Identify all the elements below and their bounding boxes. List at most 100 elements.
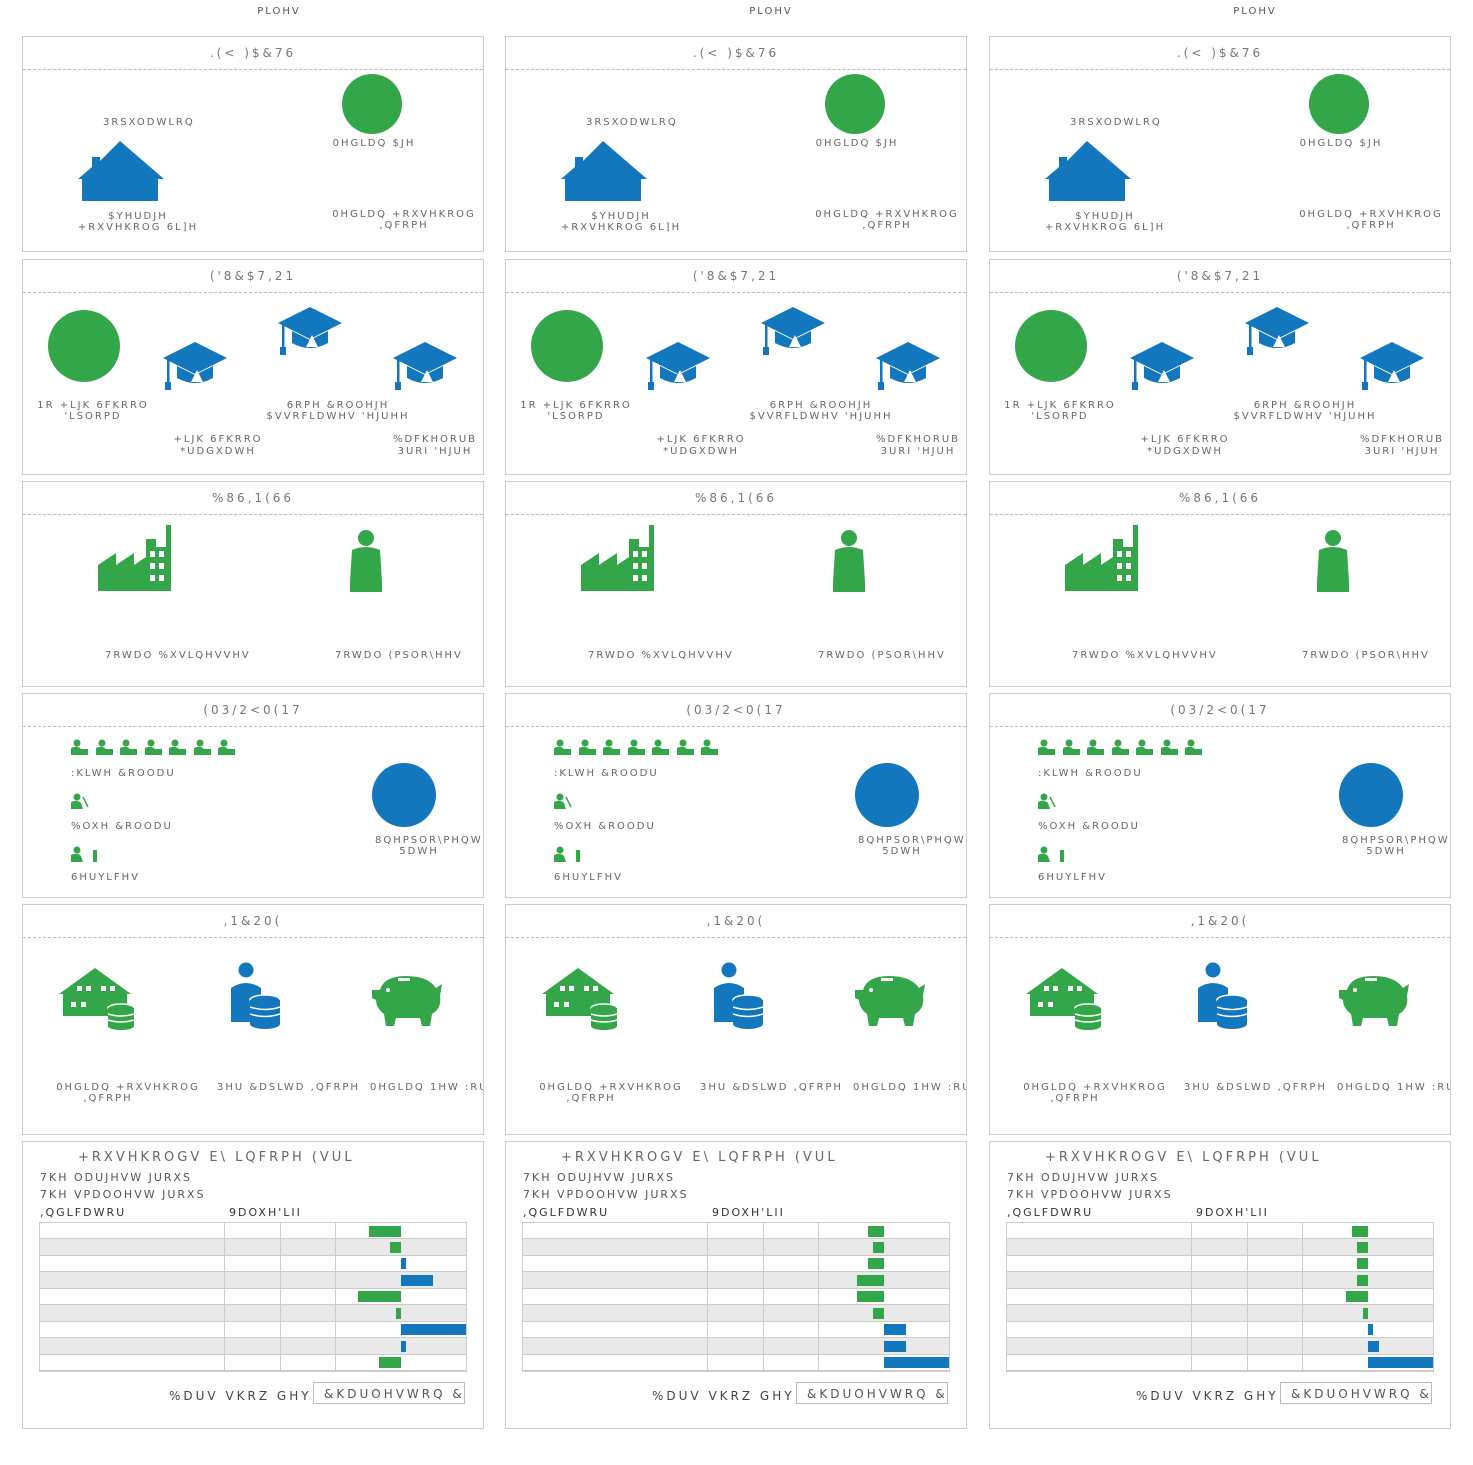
graduation-cap-icon [1360, 342, 1424, 392]
table-divider [1302, 1223, 1303, 1371]
table-row [523, 1305, 949, 1322]
graduation-cap-icon [876, 342, 940, 392]
key-facts-panel: .(< )$&76 3RSXODWLRQ 0HGLDQ $JH $YHUDJH +RXV… [989, 36, 1451, 252]
data-bar [1351, 1225, 1368, 1237]
chart-title: +RXVHKROGV E\ LQFRPH (VUL [561, 1150, 838, 1165]
column-header: PLOHV [749, 6, 793, 17]
comparison-dropdown[interactable]: &KDUOHVWRQ &R [1280, 1382, 1432, 1404]
households-by-income-panel: +RXVHKROGV E\ LQFRPH (VUL 7KH ODUJHVW JUR… [22, 1141, 484, 1429]
table-row [523, 1272, 949, 1289]
employment-panel: (03/2<0(17:KLWH &ROODU %OXH &ROODU 6HUYLFH… [989, 693, 1451, 898]
graduation-cap-icon [393, 342, 457, 392]
key-facts-panel: .(< )$&76 3RSXODWLRQ 0HGLDQ $JH $YHUDJH +RXV… [22, 36, 484, 252]
graduation-cap-icon [1245, 307, 1309, 357]
house-icon [561, 141, 647, 201]
blue-collar-worker-icon [71, 793, 89, 811]
panel-title: (03/2<0(17 [203, 703, 303, 717]
education-panel: ('8&$7,21 1R +LJK 6FKRRO 'LSORPD 6RPH &ROOH… [22, 259, 484, 475]
column-header: PLOHV [257, 6, 301, 17]
data-bar [1368, 1357, 1433, 1369]
white-collar-worker-icon [578, 739, 597, 757]
avg-household-size-label: $YHUDJH [108, 211, 168, 222]
panel-divider [23, 292, 483, 293]
panel-title: (03/2<0(17 [686, 703, 786, 717]
piggy-bank-icon [1337, 968, 1411, 1028]
business-panel: %86,1(66 7RWDO %XVLQHVVHV 7RWDO (PSOR\HHV [989, 481, 1451, 687]
panel-title: .(< )$&76 [1176, 46, 1264, 60]
table-row [1007, 1223, 1433, 1240]
table-row [1007, 1272, 1433, 1289]
avg-household-size-label: $YHUDJH [591, 211, 651, 222]
employment-panel: (03/2<0(17:KLWH &ROODU %OXH &ROODU 6HUYLFH… [505, 693, 967, 898]
house-coins-icon [1026, 968, 1102, 1030]
unemployment-label: 5DWH [399, 846, 439, 857]
comparison-dropdown[interactable]: &KDUOHVWRQ &R [796, 1382, 948, 1404]
table-row [40, 1223, 466, 1240]
data-bar [1357, 1241, 1368, 1253]
data-bar [1368, 1324, 1374, 1336]
table-row [523, 1338, 949, 1355]
person-icon [348, 530, 384, 594]
graduation-cap-icon [761, 307, 825, 357]
services-label: 6HUYLFHV [1038, 872, 1107, 883]
median-household-income-label: 0HGLDQ +RXVHKROG [1299, 209, 1443, 220]
median-age-circle-icon [1309, 74, 1369, 134]
white-collar-worker-icon [95, 739, 114, 757]
person-icon [1315, 530, 1351, 594]
table-row [523, 1223, 949, 1240]
house-icon [78, 141, 164, 201]
services-label: 6HUYLFHV [71, 872, 140, 883]
table-row [40, 1256, 466, 1273]
blue-collar-worker-icon [554, 793, 572, 811]
per-capita-income-label: 3HU &DSLWD ,QFRPH [700, 1082, 843, 1093]
data-bar [867, 1225, 884, 1237]
employment-panel: (03/2<0(17:KLWH &ROODU %OXH &ROODU 6HUYLFH… [22, 693, 484, 898]
median-hh-income-label: ,QFRPH [566, 1093, 616, 1104]
panel-title: %86,1(66 [1178, 491, 1262, 505]
data-bar [401, 1340, 407, 1352]
white-collar-worker-icon [701, 739, 719, 757]
white-collar-worker-icon [1038, 739, 1056, 757]
unemployment-label: 5DWH [882, 846, 922, 857]
table-row [1007, 1338, 1433, 1355]
income-table [1006, 1222, 1434, 1372]
white-collar-worker-icon [554, 739, 572, 757]
table-row [1007, 1322, 1433, 1339]
median-hh-income-label: 0HGLDQ +RXVHKROG [539, 1082, 683, 1093]
median-household-income-label: ,QFRPH [379, 220, 429, 231]
table-row [523, 1256, 949, 1273]
comparison-dropdown[interactable]: &KDUOHVWRQ &R [313, 1382, 465, 1404]
smallest-group-label: 7KH VPDOOHVW JURXS [1007, 1188, 1173, 1201]
chart-title: +RXVHKROGV E\ LQFRPH (VUL [78, 1150, 355, 1165]
some-college-label: 6RPH &ROOHJH [769, 400, 873, 411]
piggy-bank-icon [370, 968, 444, 1028]
panel-divider [506, 514, 966, 515]
table-row [40, 1239, 466, 1256]
table-row [1007, 1256, 1433, 1273]
median-household-income-label: 0HGLDQ +RXVHKROG [815, 209, 959, 220]
white-collar-worker-icon [1087, 739, 1105, 757]
table-row [1007, 1355, 1433, 1371]
households-by-income-panel: +RXVHKROGV E\ LQFRPH (VUL 7KH ODUJHVW JUR… [989, 1141, 1451, 1429]
key-facts-panel: .(< )$&76 3RSXODWLRQ 0HGLDQ $JH $YHUDJH +RXV… [505, 36, 967, 252]
smallest-group-label: 7KH VPDOOHVW JURXS [523, 1188, 689, 1201]
some-college-label: 6RPH &ROOHJH [286, 400, 390, 411]
services-label: 6HUYLFHV [554, 872, 623, 883]
median-household-income-label: ,QFRPH [1346, 220, 1396, 231]
bachelor-label: %DFKHORUB [875, 434, 961, 445]
house-coins-icon [542, 968, 618, 1030]
population-label: 3RSXODWLRQ [103, 117, 195, 128]
factory-icon [581, 525, 659, 592]
median-age-label: 0HGLDQ $JH [1299, 138, 1383, 149]
panel-divider [23, 514, 483, 515]
white-collar-worker-icon [144, 739, 163, 757]
unemployment-label: 8QHPSOR\PHQW [375, 835, 483, 846]
white-collar-label: :KLWH &ROODU [1038, 768, 1143, 779]
bars-show-label: %DUV VKRZ GHY [169, 1389, 312, 1403]
services-worker-icon [1038, 846, 1052, 862]
business-panel: %86,1(66 7RWDO %XVLQHVVHV 7RWDO (PSOR\HHV [22, 481, 484, 687]
panel-title: %86,1(66 [694, 491, 778, 505]
table-divider [1191, 1223, 1192, 1371]
white-collar-worker-icon [676, 739, 695, 757]
panel-title: ,1&20( [706, 914, 766, 928]
